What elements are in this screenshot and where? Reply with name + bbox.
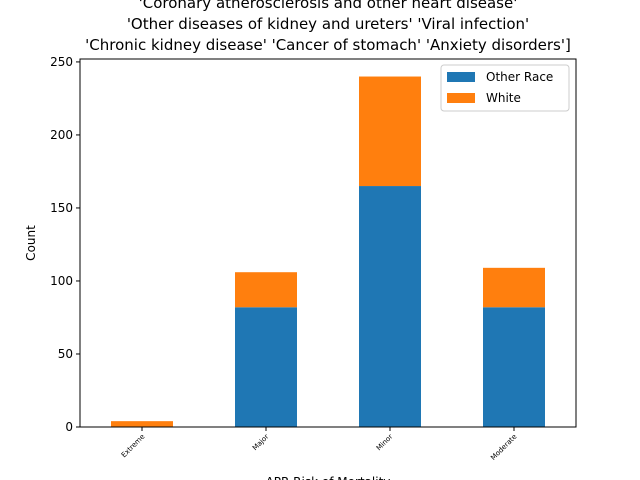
y-tick-label: 100 [50,274,73,288]
x-axis-label: APR Risk of Mortality [266,475,391,480]
x-tick-label: Moderate [489,433,518,462]
legend-label: Other Race [486,70,553,84]
bar-segment [235,307,297,427]
y-axis-label: Count [24,225,38,261]
chart-title: 'Chronic kidney disease' 'Cancer of stom… [85,36,571,54]
bar-segment [111,421,173,427]
chart-title: 'Other diseases of kidney and ureters' '… [127,15,529,33]
legend-label: White [486,91,521,105]
plot-frame [79,58,577,428]
bar-segment [235,272,297,308]
bar-segment [359,76,421,187]
y-tick-label: 250 [50,55,73,69]
x-tick-label: Extreme [120,433,146,459]
bar-segment [359,186,421,427]
chart-title: 'Coronary atherosclerosis and other hear… [139,0,518,12]
y-tick-label: 0 [65,420,73,434]
legend-swatch [447,72,475,82]
bar-segment [483,307,545,427]
y-tick-label: 50 [58,347,73,361]
legend-swatch [447,93,475,103]
y-tick-label: 150 [50,201,73,215]
x-tick-label: Minor [375,433,395,453]
bar-segment [483,267,545,308]
y-tick-label: 200 [50,128,73,142]
x-tick-label: Major [251,433,270,452]
